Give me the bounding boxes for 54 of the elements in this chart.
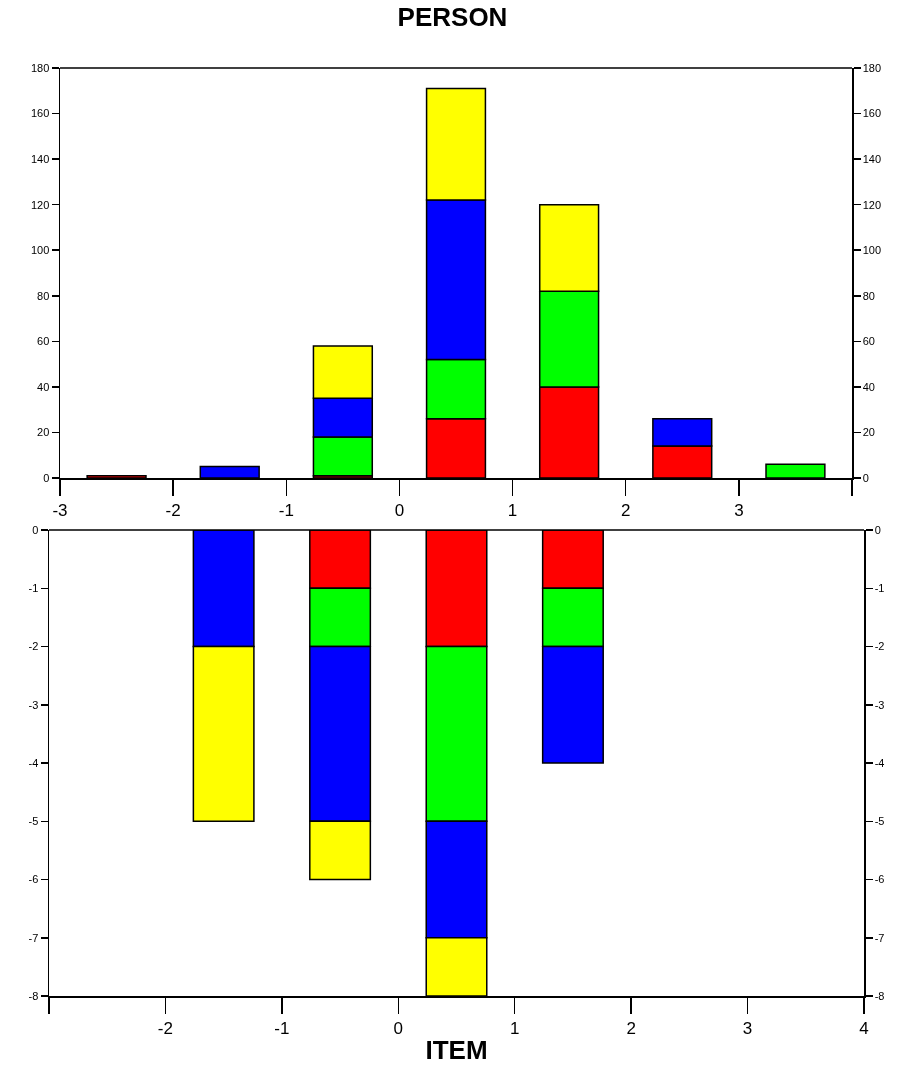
x-tick-label: 4 [859,1018,869,1038]
x-tick-label: 1 [507,500,518,520]
y-tick-label: 0 [43,471,50,484]
y2-tick-label: -6 [874,873,885,886]
y2-tick-label: -7 [874,931,885,944]
x-axis-title: ITEM [425,1035,488,1066]
y2-tick-label: 60 [862,335,875,348]
y-tick-label: 80 [37,289,50,302]
y2-tick-label: -2 [874,640,885,653]
x-tick-label: 0 [394,500,405,520]
y2-tick-label: 100 [862,244,882,257]
y-tick-label: 160 [30,107,50,120]
y-tick-label: 100 [30,244,50,257]
y2-tick-label: -3 [874,698,885,711]
y-tick-label: 180 [30,61,50,74]
y-tick-label: -5 [28,815,39,828]
x-tick-label: 2 [620,500,631,520]
y-tick-label: -1 [28,582,39,595]
x-tick-label: 2 [626,1018,636,1038]
y2-tick-label: 20 [862,426,875,439]
y-tick-label: -2 [28,640,39,653]
x-tick-label: 3 [734,500,744,520]
y-tick-label: 0 [32,523,39,536]
x-tick-label: -2 [157,1018,173,1038]
y2-tick-label: -8 [874,989,885,1002]
chart-title: PERSON [397,2,508,33]
y2-tick-label: 0 [862,471,869,484]
x-tick-label: 1 [509,1018,520,1038]
y-tick-label: 40 [37,380,50,393]
y2-tick-label: 180 [862,61,882,74]
x-tick-label: -3 [52,500,68,520]
y2-tick-label: -4 [874,756,885,769]
x-tick-label: -1 [278,500,294,520]
y-tick-label: 120 [30,198,50,211]
y2-tick-label: 0 [874,523,881,536]
y-tick-label: -7 [28,931,39,944]
y-tick-label: -8 [28,989,39,1002]
x-tick-label: -1 [274,1018,290,1038]
y-tick-label: 20 [37,426,50,439]
y-tick-label: 140 [30,152,50,165]
y-tick-label: 60 [37,335,50,348]
x-tick-label: 3 [742,1018,753,1038]
y2-tick-label: -5 [874,815,885,828]
y-tick-label: -4 [28,756,39,769]
y2-tick-label: 140 [862,152,882,165]
y2-tick-label: 160 [862,107,882,120]
y2-tick-label: 80 [862,289,875,302]
y2-tick-label: 40 [862,380,875,393]
y2-tick-label: -1 [874,582,885,595]
x-tick-label: 0 [393,1018,404,1038]
x-tick-label: -2 [165,500,181,520]
y-tick-label: -6 [28,873,39,886]
y2-tick-label: 120 [862,198,882,211]
y-tick-label: -3 [28,698,39,711]
